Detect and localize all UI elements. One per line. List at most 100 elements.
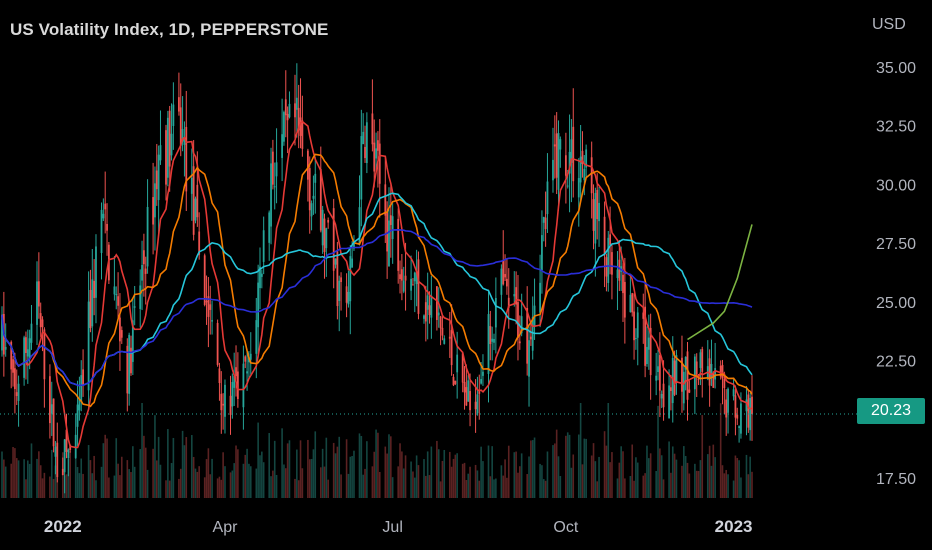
candle-body: [675, 355, 678, 383]
candle-body: [165, 130, 167, 185]
volume-bar: [3, 459, 5, 498]
volume-bar: [76, 467, 79, 498]
candle-body: [49, 376, 51, 424]
volume-bar: [662, 479, 665, 498]
candle-body: [102, 213, 105, 219]
volume-bar: [172, 437, 175, 498]
candle-body: [231, 381, 234, 407]
volume-bar: [495, 478, 497, 498]
candle-body: [299, 117, 302, 136]
volume-bar: [242, 463, 245, 498]
volume-bar: [340, 474, 342, 498]
candle-body: [623, 281, 626, 318]
volume-bar: [347, 473, 350, 498]
candle-body: [281, 134, 283, 158]
volume-bar: [23, 459, 25, 498]
candle-body: [566, 185, 569, 187]
candle-body: [334, 258, 337, 265]
candle-body: [106, 223, 108, 231]
volume-bar: [506, 477, 508, 498]
last-price-badge: 20.23: [857, 398, 925, 424]
candle-body: [513, 294, 516, 297]
volume-bar: [358, 433, 361, 498]
volume-bar: [50, 449, 53, 498]
candle-body: [273, 186, 276, 188]
candle-body: [660, 393, 663, 399]
volume-bar: [371, 466, 374, 498]
candle-body: [185, 126, 188, 192]
volume-bar: [439, 481, 442, 498]
volume-bar: [596, 481, 599, 498]
candle-body: [25, 337, 27, 353]
candle-body: [358, 207, 361, 245]
volume-bar: [191, 435, 193, 498]
volume-bar: [82, 473, 84, 498]
volume-bar: [155, 460, 158, 498]
candle-body: [166, 117, 169, 178]
candle-body: [349, 256, 352, 302]
volume-bar: [334, 453, 337, 498]
volume-bar: [165, 480, 167, 498]
candle-body: [469, 391, 471, 411]
volume-bar: [738, 460, 740, 498]
candle-body: [126, 345, 129, 394]
volume-bar: [36, 458, 38, 498]
volume-bar: [570, 467, 573, 498]
volume-bar: [231, 470, 234, 498]
candle-body: [235, 367, 237, 377]
volume-bar: [542, 479, 545, 498]
candle-body: [95, 246, 97, 298]
candle-body: [384, 184, 387, 216]
candle-body: [275, 162, 278, 177]
candle-body: [262, 230, 265, 262]
candle-body: [294, 103, 296, 118]
volume-bar: [491, 446, 493, 498]
candle-body: [181, 129, 184, 142]
volume-bar: [467, 473, 470, 498]
volume-bar: [43, 472, 46, 498]
volume-bar: [620, 446, 622, 498]
volume-bar: [244, 454, 247, 498]
volume-bar: [565, 435, 567, 498]
volume-bar: [736, 457, 739, 498]
candle-body: [670, 387, 672, 391]
volume-bar: [636, 462, 639, 498]
volume-bar: [25, 479, 27, 498]
volume-bar: [159, 464, 162, 498]
volume-bar: [751, 471, 753, 498]
candle-body: [423, 315, 425, 319]
candle-body: [465, 387, 468, 406]
volume-bar: [205, 459, 208, 498]
candle-body: [338, 280, 341, 301]
volume-bar: [143, 435, 145, 498]
candle-body: [487, 314, 490, 374]
volume-bar: [694, 463, 696, 498]
candle-body: [695, 361, 698, 375]
volume-bar: [157, 436, 160, 498]
candle-body: [209, 304, 212, 310]
volume-bar: [183, 445, 186, 498]
volume-bar: [714, 457, 716, 498]
candle-body: [629, 294, 632, 313]
volume-bar: [130, 472, 132, 498]
volume-bar: [533, 437, 536, 498]
volume-bar: [646, 445, 648, 498]
candle-body: [452, 376, 455, 386]
y-axis: 35.00 32.50 30.00 27.50 25.00 22.50 17.50: [876, 60, 916, 488]
volume-bar: [487, 445, 490, 498]
candle-body: [229, 395, 232, 415]
candle-body: [288, 103, 291, 118]
volume-bar: [87, 445, 90, 498]
x-axis: 2022 Apr Jul Oct 2023: [44, 517, 753, 536]
candle-body: [76, 404, 79, 427]
y-axis-tick-label: 32.50: [876, 119, 916, 136]
volume-bar: [568, 434, 571, 498]
volume-bar: [192, 456, 195, 498]
candle-body: [50, 404, 53, 414]
candle-body: [154, 183, 156, 218]
candle-body: [119, 317, 121, 342]
candle-body: [295, 97, 298, 110]
candle-body: [681, 357, 683, 392]
candle-body: [67, 449, 70, 459]
